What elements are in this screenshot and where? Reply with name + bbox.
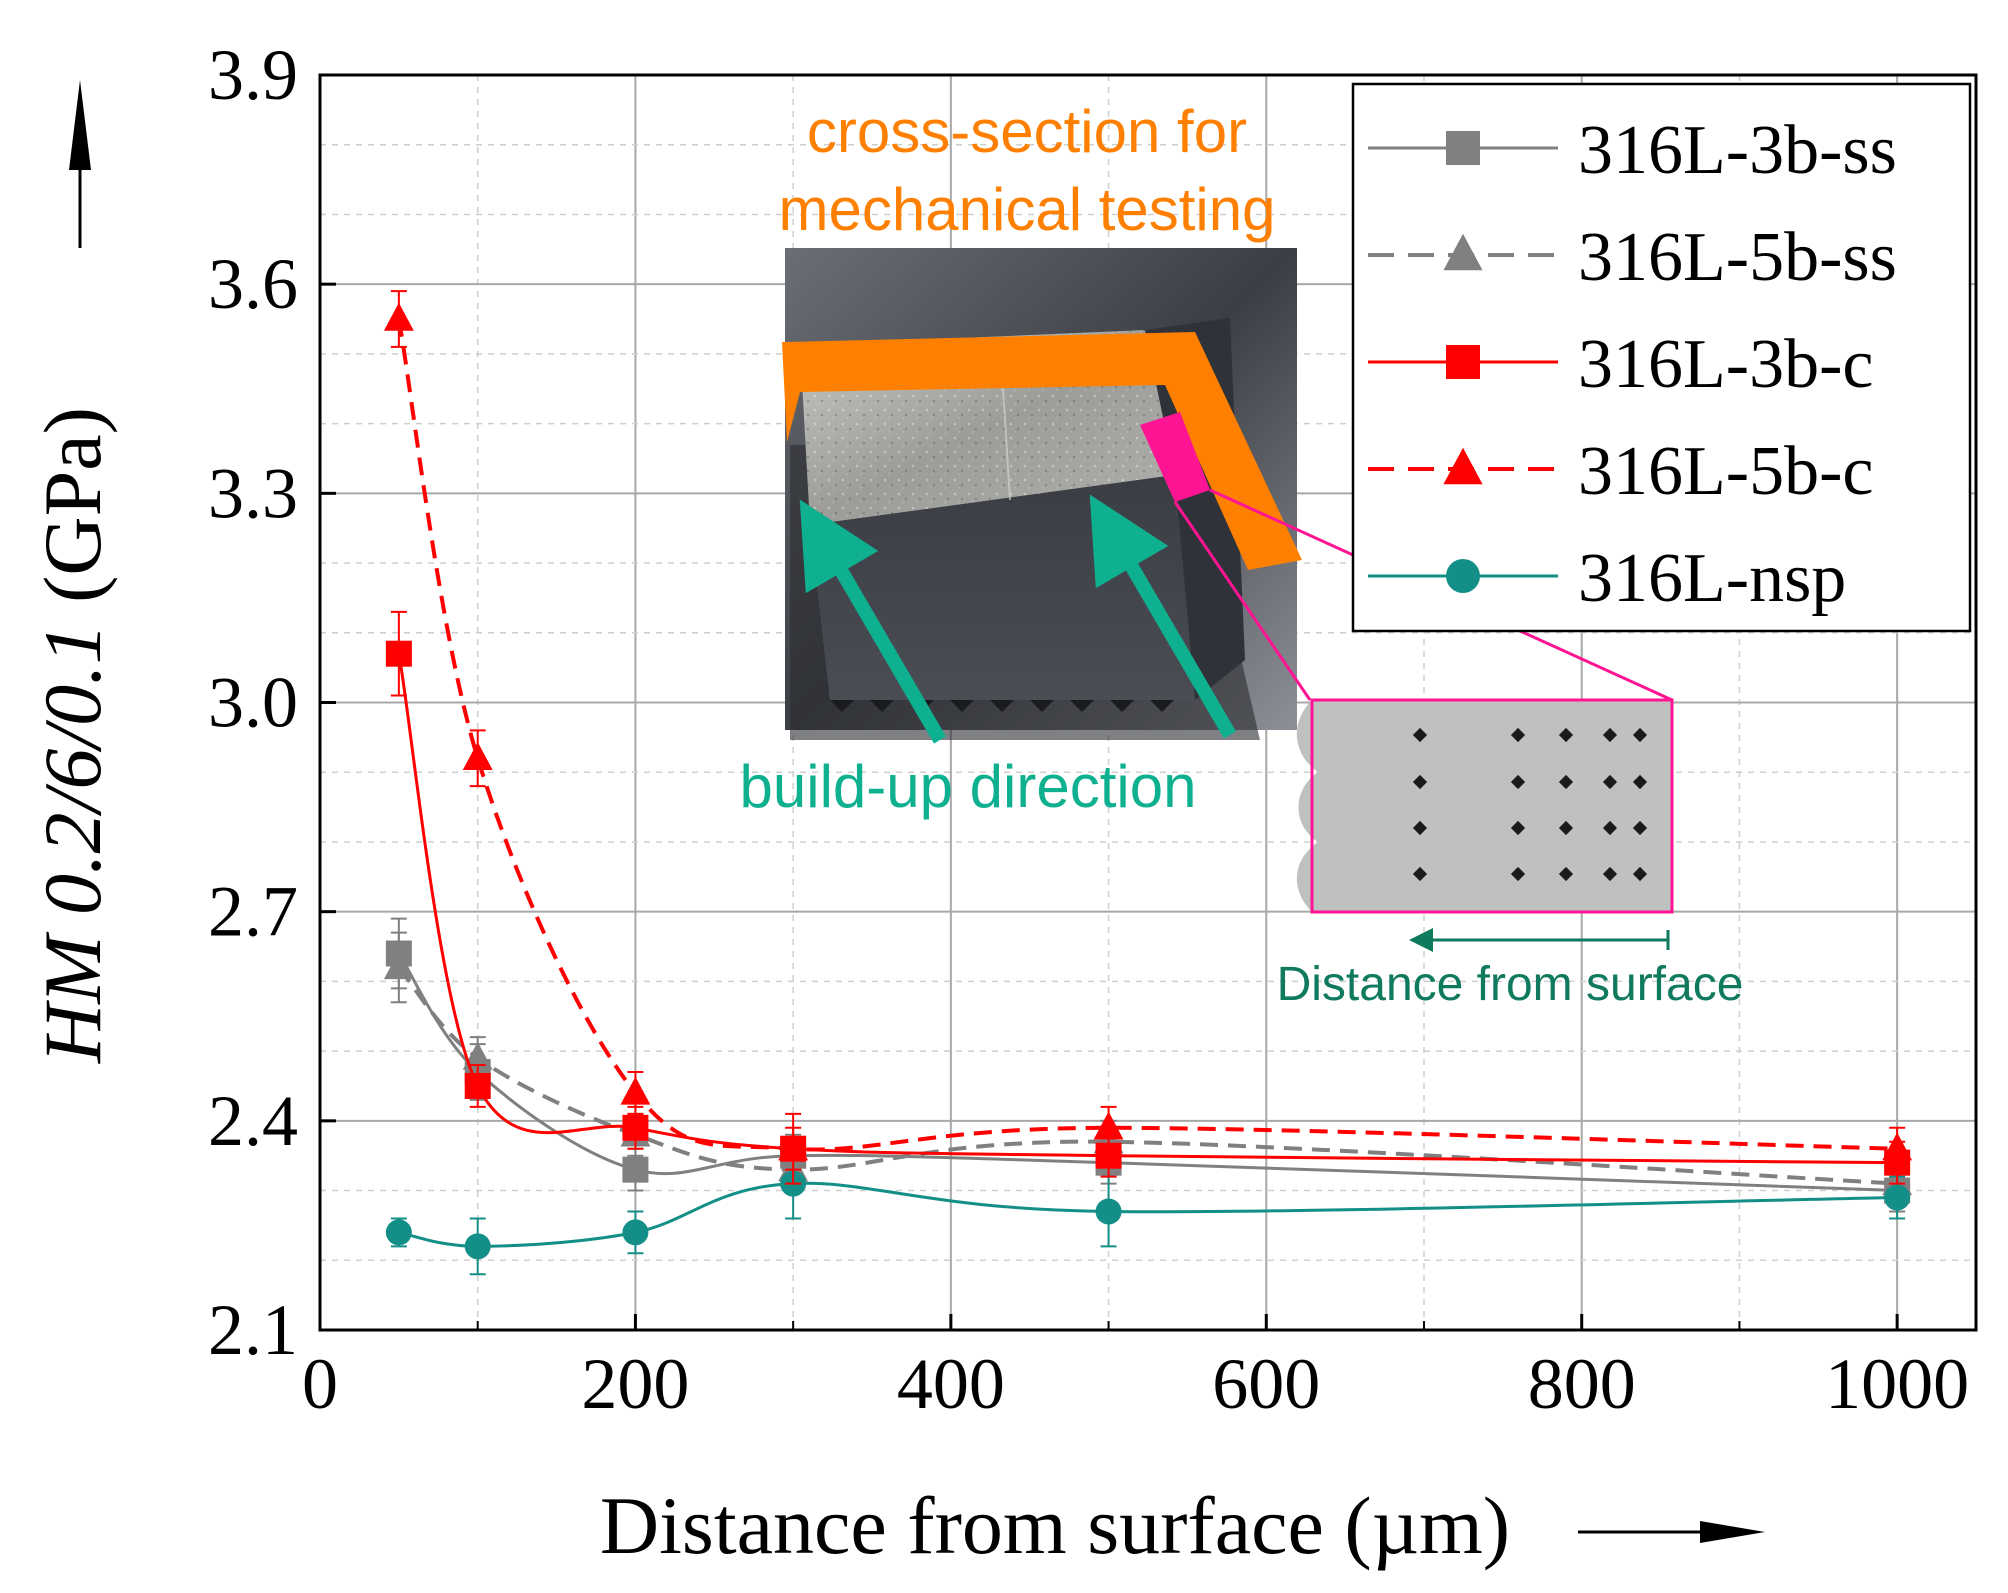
y-axis-arrow-head xyxy=(69,80,91,170)
indent-dot xyxy=(1602,727,1618,743)
legend-entry-316L-3b-ss: 316L-3b-ss xyxy=(1368,112,1897,189)
series-316L-nsp xyxy=(385,1147,1911,1276)
distance-from-surface-label: Distance from surface xyxy=(1277,958,1744,1011)
legend-label: 316L-3b-ss xyxy=(1578,112,1897,189)
series-line xyxy=(397,966,1898,1186)
indent-dot xyxy=(1510,774,1526,790)
legend-label: 316L-5b-c xyxy=(1578,433,1873,510)
cross-section-label-line1: cross-section for xyxy=(807,98,1247,165)
indent-dot xyxy=(1510,727,1526,743)
y-tick-label: 2.7 xyxy=(208,872,298,952)
y-tick-label: 3.9 xyxy=(208,35,298,115)
zoom-line-bottom xyxy=(1173,501,1312,701)
x-tick-label: 1000 xyxy=(1825,1344,1969,1424)
indent-dot xyxy=(1412,727,1428,743)
indent-dot xyxy=(1602,774,1618,790)
legend-label: 316L-nsp xyxy=(1578,540,1846,617)
indent-dot xyxy=(1632,820,1648,836)
indent-dot xyxy=(1602,820,1618,836)
y-axis-title-unit: (GPa) xyxy=(27,407,118,603)
legend-entry-316L-5b-ss: 316L-5b-ss xyxy=(1368,219,1897,296)
data-point-circle xyxy=(1095,1198,1122,1225)
x-axis-title: Distance from surface (µm) xyxy=(600,1480,1510,1571)
indent-dot xyxy=(1632,727,1648,743)
data-point-circle xyxy=(1446,559,1480,593)
legend-label: 316L-3b-c xyxy=(1578,326,1873,403)
legend: 316L-3b-ss 316L-5b-ss 316L-3b-c 316L-5b-c 31… xyxy=(1351,82,1972,633)
data-point-square xyxy=(1446,345,1480,379)
series-line xyxy=(398,1181,1898,1248)
series-line xyxy=(396,318,1898,1152)
data-point-square xyxy=(622,1156,649,1183)
data-point-circle xyxy=(1884,1184,1911,1211)
x-tick-label: 200 xyxy=(581,1344,689,1424)
data-point-triangle xyxy=(383,951,414,980)
data-point-triangle xyxy=(462,742,493,770)
build-up-arrow-left xyxy=(799,499,947,744)
y-tick-label: 3.0 xyxy=(208,663,298,743)
indent-dot xyxy=(1510,820,1526,836)
cross-section-label-line2: mechanical testing xyxy=(779,176,1276,243)
x-tick-label: 600 xyxy=(1212,1344,1320,1424)
y-axis-title-symbol: HM 0.2/6/0.1 xyxy=(27,603,118,1064)
indent-dot xyxy=(1412,774,1428,790)
y-tick-label: 2.1 xyxy=(208,1290,298,1370)
indent-dot xyxy=(1558,727,1574,743)
data-point-triangle xyxy=(1443,233,1483,271)
sample-region-marker xyxy=(1140,412,1210,502)
data-point-square xyxy=(1446,131,1480,165)
x-tick-label: 400 xyxy=(897,1344,1005,1424)
indent-dot xyxy=(1412,866,1428,882)
indent-dot xyxy=(1510,866,1526,882)
x-axis-arrow-head xyxy=(1700,1521,1765,1543)
data-series xyxy=(383,290,1913,1276)
indent-dot xyxy=(1558,866,1574,882)
cross-section-marker xyxy=(782,332,1302,570)
legend-entry-316L-nsp: 316L-nsp xyxy=(1368,540,1846,617)
y-tick-label: 2.4 xyxy=(208,1081,298,1161)
build-up-label: build-up direction xyxy=(740,753,1197,820)
legend-entry-316L-5b-c: 316L-5b-c xyxy=(1368,433,1873,510)
data-point-triangle xyxy=(1443,447,1483,485)
x-tick-label: 0 xyxy=(302,1344,338,1424)
data-point-triangle xyxy=(383,302,414,331)
indent-dot xyxy=(1602,866,1618,882)
series-316L-5b-c xyxy=(383,290,1913,1185)
data-point-square xyxy=(464,1072,491,1099)
axes: 0 200 400 600 800 1000 2.1 2.4 2.7 3.0 3.3 3.6 3.9 xyxy=(208,35,1978,1424)
data-point-triangle xyxy=(462,1041,493,1070)
data-point-circle xyxy=(464,1233,491,1260)
indent-dot xyxy=(1558,774,1574,790)
y-tick-label: 3.3 xyxy=(208,453,298,533)
indent-dot xyxy=(1632,774,1648,790)
data-point-square xyxy=(385,640,412,667)
data-point-circle xyxy=(385,1219,412,1246)
data-point-triangle xyxy=(778,1132,809,1161)
legend-entry-316L-3b-c: 316L-3b-c xyxy=(1368,326,1873,403)
indent-dot xyxy=(1632,866,1648,882)
data-point-triangle xyxy=(620,1076,651,1105)
data-point-square xyxy=(622,1114,649,1141)
legend-label: 316L-5b-ss xyxy=(1578,219,1897,296)
data-point-triangle xyxy=(1882,1132,1913,1161)
build-up-arrow-right xyxy=(1089,494,1237,739)
indent-schematic xyxy=(1296,698,1674,914)
y-tick-label: 3.6 xyxy=(208,244,298,324)
y-axis-title: HM 0.2/6/0.1 (GPa) xyxy=(27,407,118,1064)
data-point-circle xyxy=(622,1219,649,1246)
indent-dot xyxy=(1412,820,1428,836)
data-point-triangle xyxy=(1093,1111,1124,1140)
indent-points xyxy=(1412,727,1648,882)
axis-labels: Distance from surface (µm) HM 0.2/6/0.1 (… xyxy=(27,80,1765,1571)
x-tick-label: 800 xyxy=(1528,1344,1636,1424)
indent-dot xyxy=(1558,820,1574,836)
